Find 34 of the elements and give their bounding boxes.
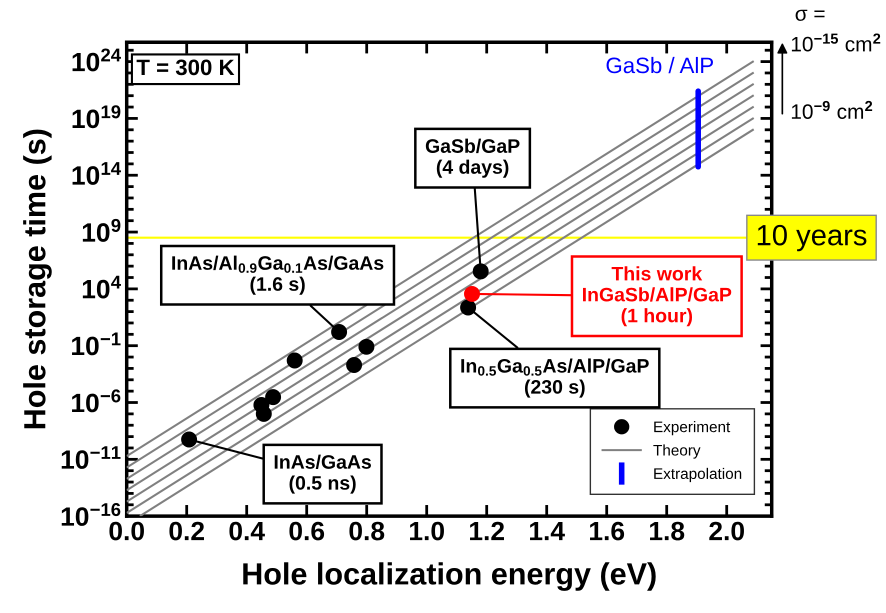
text: σ = — [796, 10, 825, 21]
y-tick-label: 10$^{19}$ — [72, 105, 120, 128]
legend-label: Theory — [653, 444, 701, 459]
y-tick-label: 10$^{−6}$ — [72, 389, 120, 412]
ref-line-label: 10 years — [758, 224, 866, 252]
annotation: This work InGaSb/AlP/GaP (1 hour) — [583, 266, 732, 326]
legend-label: Experiment — [654, 421, 730, 436]
y-tick-label: 10$^{9}$ — [82, 218, 120, 242]
x-tick-label: 0.4 — [229, 522, 265, 540]
y-tick-label: 10$^{14}$ — [72, 162, 121, 185]
y-tick-label: 10$^{−11}$ — [62, 446, 121, 469]
legend-label: Extrapolation — [654, 468, 742, 482]
annotation: GaSb/GaP (4 days) — [426, 138, 520, 178]
y-axis-title: Hole storage time (s) — [23, 130, 52, 428]
x-tick-label: 0.6 — [289, 522, 324, 540]
text: 10$^{−15}$ cm$^{2}$ — [792, 33, 880, 52]
x-tick-label: 0.8 — [349, 522, 384, 540]
annotation: T = 300 K — [136, 59, 234, 76]
y-tick-label: 10$^{24}$ — [72, 48, 121, 72]
x-tick-label: 0.2 — [169, 522, 204, 540]
y-tick-label: 10$^{−1}$ — [72, 332, 121, 356]
x-tick-label: 2.0 — [709, 522, 744, 540]
x-tick-label: 1.2 — [470, 522, 504, 540]
annotation: GaSb / AlP — [606, 56, 713, 74]
annotation: In$_{0.5}$Ga$_{0.5}$As/AlP/GaP (230 s) — [461, 358, 649, 398]
x-tick-label: 1.0 — [410, 522, 444, 540]
y-tick-label: 10$^{4}$ — [82, 276, 121, 298]
x-tick-label: 1.6 — [590, 522, 624, 540]
x-tick-label: 1.4 — [530, 522, 565, 540]
annotation: InAs/GaAs (0.5 ns) — [274, 454, 371, 494]
x-tick-label: 1.8 — [650, 522, 684, 540]
annotation: InAs/Al$_{0.9}$Ga$_{0.1}$As/GaAs (1.6 s) — [172, 256, 384, 295]
text: 10$^{−9}$ cm$^{2}$ — [792, 100, 872, 119]
x-axis-title: Hole localization energy (eV) — [243, 562, 656, 591]
